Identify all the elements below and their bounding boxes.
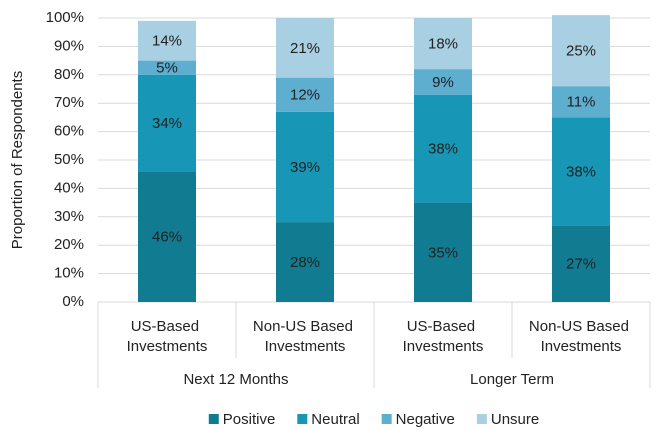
data-label: 27% (566, 256, 596, 273)
bar-segment (552, 117, 610, 226)
x-tick-label-line: Investments (403, 338, 484, 355)
y-tick-label: 10% (54, 265, 84, 282)
bar-segment (552, 225, 610, 302)
bar-segment (414, 202, 472, 302)
legend-label: Negative (396, 411, 455, 428)
y-tick-label: 40% (54, 179, 84, 196)
legend-swatch (381, 414, 392, 424)
legend-label: Neutral (311, 411, 359, 428)
data-label: 38% (566, 163, 596, 180)
bar-segment (414, 94, 472, 203)
y-tick-label: 30% (54, 208, 84, 225)
bar-segment (276, 18, 334, 78)
y-tick-label: 90% (54, 37, 84, 54)
group-label: Next 12 Months (183, 371, 288, 388)
data-label: 5% (156, 60, 178, 77)
bar-segment (276, 222, 334, 302)
data-label: 9% (432, 74, 454, 91)
y-tick-label: 80% (54, 66, 84, 83)
bar-segment (138, 60, 196, 75)
data-label: 38% (428, 141, 458, 158)
bar-segment (138, 20, 196, 61)
data-label: 12% (290, 87, 320, 104)
x-tick-label: US-Based Investments (403, 318, 484, 355)
bar-segment (552, 15, 610, 87)
legend-label: Positive (223, 411, 276, 428)
data-label: 46% (152, 229, 182, 246)
group-label: Longer Term (470, 371, 554, 388)
y-tick-label: 0% (62, 293, 84, 310)
y-tick-label: 20% (54, 236, 84, 253)
x-tick-label: US-Based Investments (127, 318, 208, 355)
legend-swatch (476, 414, 487, 424)
data-label: 34% (152, 115, 182, 132)
y-axis-label: Proportion of Respondents (9, 71, 26, 249)
x-tick-label-line: US-Based (131, 318, 204, 335)
bar-segment (138, 171, 196, 302)
x-tick-label-line: Investments (541, 338, 622, 355)
y-tick-label: 70% (54, 94, 84, 111)
x-tick-label-line: Non-US Based (253, 318, 357, 335)
bar-segment (138, 74, 196, 172)
bar-segment (552, 86, 610, 118)
data-label: 21% (290, 40, 320, 57)
x-tick-label: Non-US Based Investments (529, 318, 633, 355)
x-tick-label-line: Non-US Based (529, 318, 633, 335)
legend-swatch (297, 414, 308, 424)
y-tick-label: 60% (54, 123, 84, 140)
data-label: 18% (428, 36, 458, 53)
data-label: 11% (567, 94, 596, 111)
x-tick-label-line: Investments (265, 338, 346, 355)
x-tick-label-line: Investments (127, 338, 208, 355)
bar-segment (414, 18, 472, 70)
legend-label: Unsure (491, 411, 539, 428)
x-tick-label: Non-US Based Investments (253, 318, 357, 355)
data-label: 14% (152, 33, 182, 50)
bar-segment (276, 111, 334, 223)
data-label: 25% (566, 43, 596, 60)
legend-swatch (208, 414, 219, 424)
y-tick-label: 50% (54, 151, 84, 168)
data-label: 28% (290, 254, 320, 271)
data-label: 39% (290, 159, 320, 176)
y-tick-label: 100% (46, 9, 84, 26)
x-tick-label-line: US-Based (407, 318, 480, 335)
data-label: 35% (428, 244, 458, 261)
bar-segment (276, 77, 334, 112)
bar-segment (414, 69, 472, 95)
